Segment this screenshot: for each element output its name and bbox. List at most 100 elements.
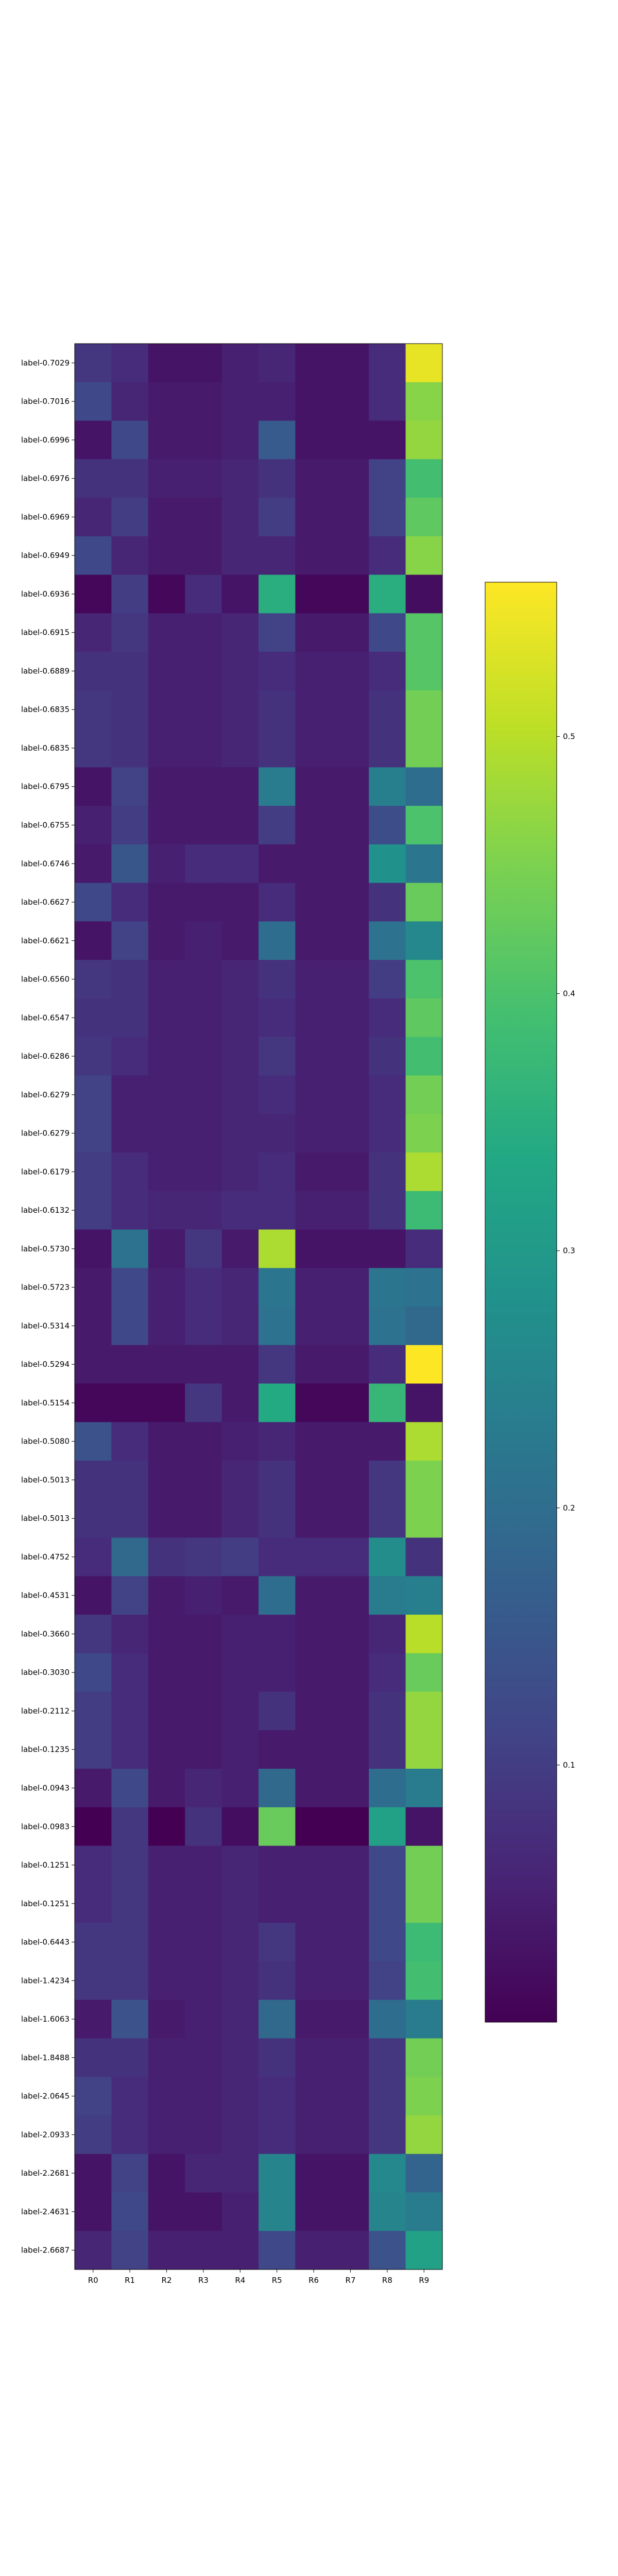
heatmap-cell <box>148 2115 185 2155</box>
heatmap-cell <box>295 2192 333 2231</box>
heatmap-cell <box>405 344 443 383</box>
row-tick-label: label-0.6179 <box>21 1167 70 1176</box>
heatmap-cell <box>369 1769 406 1808</box>
heatmap-cell <box>295 2038 333 2077</box>
heatmap-cell <box>75 1576 112 1615</box>
heatmap-cell <box>185 1037 222 1076</box>
heatmap-cell <box>221 498 259 537</box>
heatmap-cell <box>111 1807 149 1846</box>
heatmap-cell <box>295 382 333 421</box>
row-tick-label: label-0.6996 <box>21 435 70 445</box>
heatmap-cell <box>148 1191 185 1230</box>
heatmap-cell <box>295 1345 333 1384</box>
heatmap-cell <box>405 1730 443 1769</box>
heatmap-cell <box>221 2038 259 2077</box>
heatmap-cell <box>295 1807 333 1846</box>
heatmap-cell <box>405 1307 443 1346</box>
heatmap-cell <box>185 1499 222 1538</box>
heatmap-cell <box>259 652 296 691</box>
heatmap-cell <box>148 1422 185 1461</box>
heatmap-cell <box>148 652 185 691</box>
heatmap-cell <box>295 1229 333 1268</box>
heatmap-cell <box>405 2038 443 2077</box>
heatmap-cell <box>221 2192 259 2231</box>
heatmap-cell <box>185 1807 222 1846</box>
heatmap-cell <box>221 2231 259 2270</box>
heatmap-cell <box>332 728 369 768</box>
heatmap-cell <box>259 2154 296 2193</box>
heatmap-cell <box>221 1730 259 1769</box>
row-tick-label: label-0.0983 <box>21 1822 70 1831</box>
row-tick-label: label-0.5314 <box>21 1321 70 1330</box>
heatmap-cell <box>405 2077 443 2116</box>
heatmap-cell <box>111 1152 149 1192</box>
heatmap-cell <box>369 690 406 730</box>
heatmap-cell <box>332 1114 369 1153</box>
heatmap-cell <box>259 728 296 768</box>
heatmap-cell <box>221 883 259 922</box>
heatmap-cell <box>369 2154 406 2193</box>
heatmap-cell <box>185 574 222 614</box>
heatmap-cell <box>259 536 296 575</box>
heatmap-cell <box>75 1691 112 1731</box>
heatmap-cell <box>405 613 443 652</box>
heatmap-cell <box>259 2231 296 2270</box>
row-tick-label: label-0.6949 <box>21 551 70 560</box>
heatmap-cell <box>369 420 406 460</box>
heatmap-cell <box>369 382 406 421</box>
heatmap-cell <box>148 1499 185 1538</box>
heatmap-cell <box>111 2038 149 2077</box>
row-tick-label: label-0.6936 <box>21 589 70 599</box>
colorbar-tick-label: 0.3 <box>563 1246 575 1256</box>
heatmap-cell <box>405 652 443 691</box>
heatmap-cell <box>148 1769 185 1808</box>
heatmap-cell <box>332 1961 369 2001</box>
heatmap-cell <box>332 1152 369 1192</box>
heatmap-cell <box>259 1152 296 1192</box>
heatmap-cell <box>75 960 112 999</box>
heatmap-cell <box>405 806 443 845</box>
heatmap-cell <box>405 498 443 537</box>
heatmap-cell <box>405 2192 443 2231</box>
heatmap-cell <box>185 2154 222 2193</box>
heatmap-cell <box>332 420 369 460</box>
heatmap-cell <box>295 2115 333 2155</box>
heatmap-cell <box>369 1307 406 1346</box>
heatmap-cell <box>405 921 443 960</box>
heatmap-cell <box>221 613 259 652</box>
colorbar-tick-label: 0.4 <box>563 989 575 998</box>
row-tick-label: label-2.2681 <box>21 2168 70 2178</box>
column-tick-label: R5 <box>272 2276 282 2285</box>
heatmap-cell <box>295 1999 333 2039</box>
heatmap-cell <box>111 1191 149 1230</box>
heatmap-cell <box>405 1268 443 1307</box>
heatmap-cell <box>332 1075 369 1114</box>
heatmap-cell <box>332 806 369 845</box>
heatmap-cell <box>405 1537 443 1577</box>
heatmap-cell <box>185 728 222 768</box>
heatmap-cell <box>332 1345 369 1384</box>
heatmap-cell <box>405 382 443 421</box>
heatmap-cell <box>221 1691 259 1731</box>
heatmap-cell <box>111 921 149 960</box>
heatmap-cell <box>332 1422 369 1461</box>
heatmap-cell <box>369 2231 406 2270</box>
heatmap-cell <box>185 1999 222 2039</box>
heatmap-cell <box>405 1576 443 1615</box>
heatmap-cell <box>405 536 443 575</box>
heatmap-cell <box>332 1307 369 1346</box>
heatmap-cell <box>295 536 333 575</box>
row-tick-label: label-1.6063 <box>21 2014 70 2024</box>
row-tick-label: label-0.1251 <box>21 1899 70 1908</box>
heatmap-cell <box>332 1730 369 1769</box>
heatmap-cell <box>295 1845 333 1885</box>
row-tick-label: label-0.6286 <box>21 1052 70 1061</box>
heatmap-cell <box>75 420 112 460</box>
heatmap-cell <box>221 921 259 960</box>
heatmap-cell <box>259 1037 296 1076</box>
heatmap-cell <box>259 1345 296 1384</box>
heatmap-cell <box>405 1961 443 2001</box>
heatmap-cell <box>185 1345 222 1384</box>
heatmap-cell <box>75 2038 112 2077</box>
